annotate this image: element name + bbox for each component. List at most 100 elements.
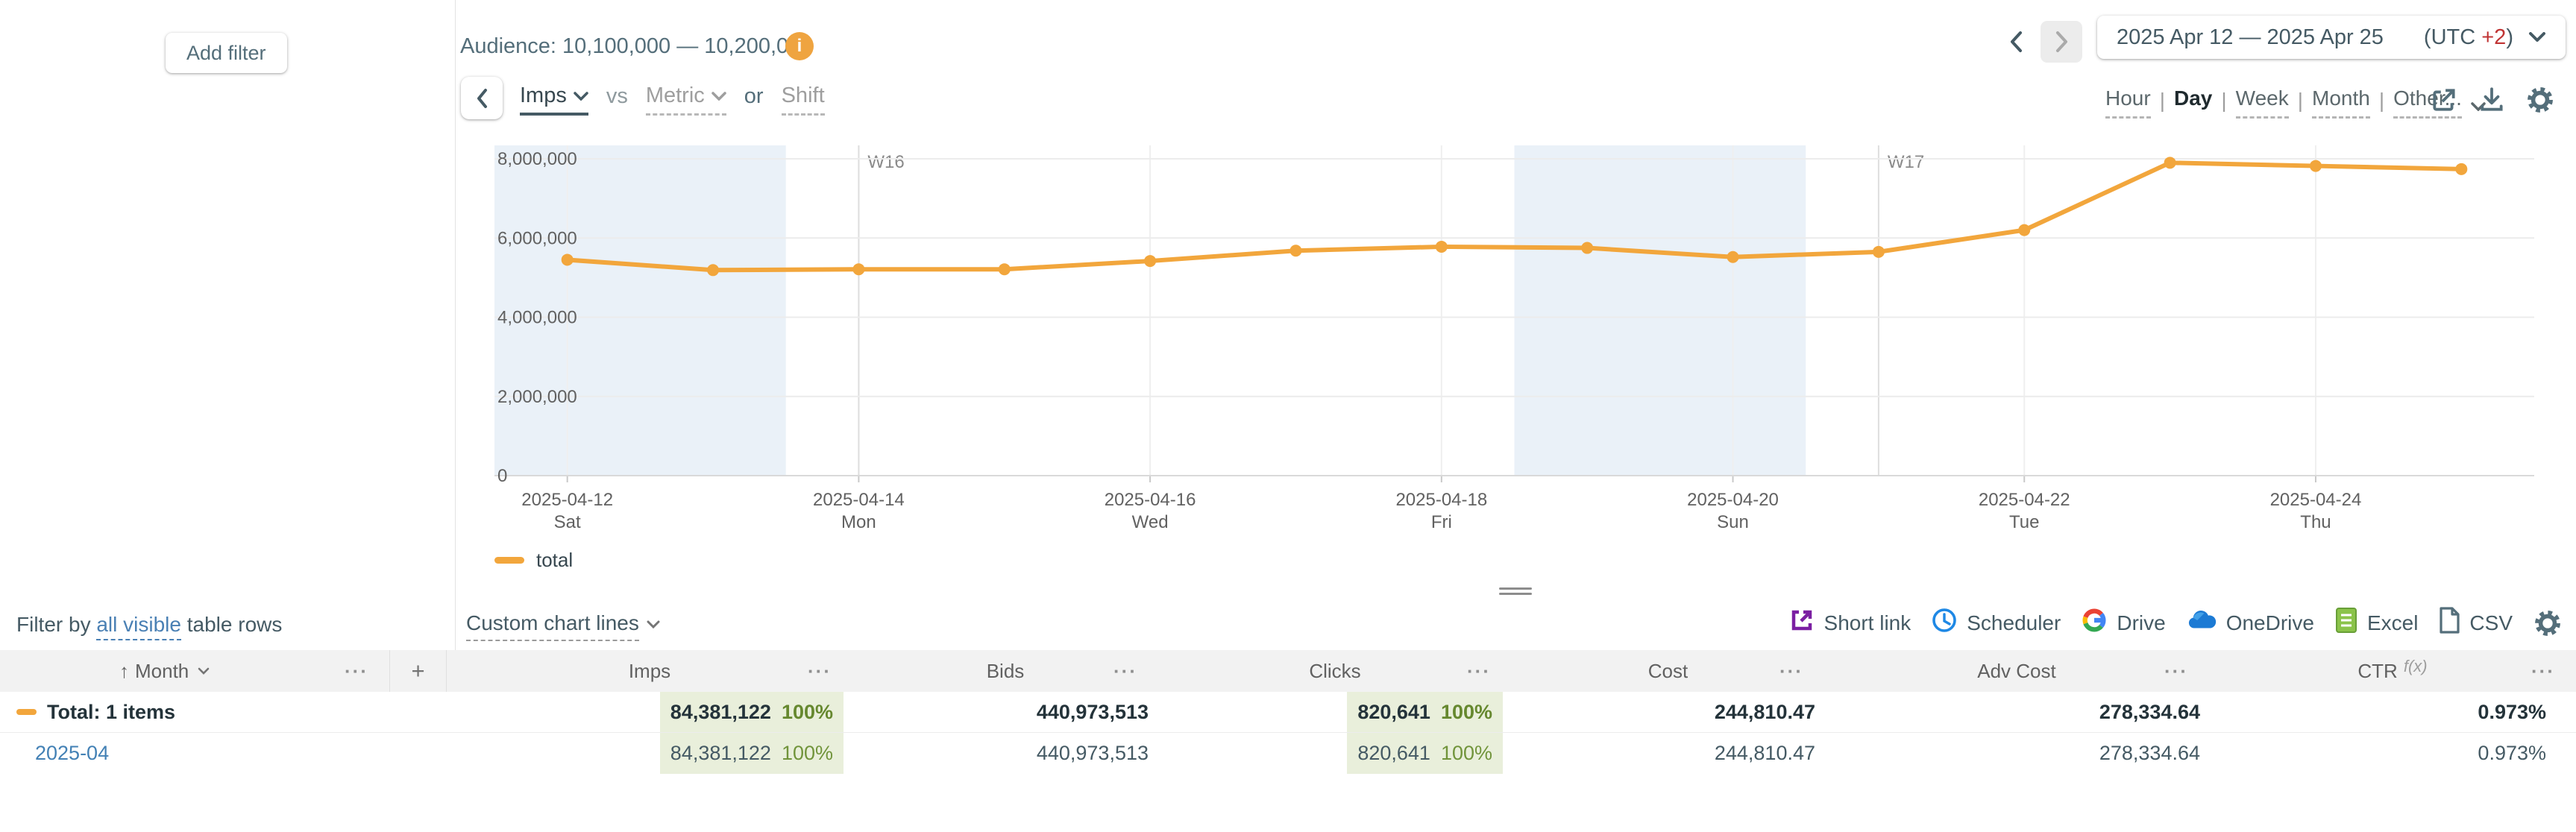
svg-text:Sun: Sun <box>1717 512 1749 532</box>
total-imps-cell: 84,381,122 100% <box>447 692 852 732</box>
csv-file-icon <box>2438 607 2460 639</box>
chart-action-icons <box>2430 82 2555 118</box>
column-header-bids[interactable]: Bids ··· <box>986 659 1137 682</box>
column-menu-icon[interactable]: ··· <box>2531 659 2555 682</box>
utc-offset: +2 <box>2481 25 2507 49</box>
audience-summary: Audience: 10,100,000 — 10,200,000 <box>460 34 813 58</box>
svg-text:Sat: Sat <box>554 512 581 532</box>
table-total-row: Total: 1 items 84,381,122 100% 440,973,51… <box>0 692 2576 733</box>
open-in-new-icon[interactable] <box>2430 86 2458 114</box>
row-cost-cell: 244,810.47 <box>1714 742 1815 764</box>
svg-text:8,000,000: 8,000,000 <box>497 149 577 169</box>
short-link-icon <box>1788 607 1815 639</box>
date-range-picker[interactable]: 2025 Apr 12 — 2025 Apr 25 (UTC +2) <box>2097 16 2566 59</box>
or-label: or <box>744 84 764 108</box>
month-link[interactable]: 2025-04 <box>35 742 110 764</box>
sort-asc-icon: ↑ <box>119 659 129 682</box>
scheduler-button[interactable]: Scheduler <box>1931 607 2061 639</box>
row-bids-cell: 440,973,513 <box>1036 742 1149 764</box>
column-header-clicks[interactable]: Clicks ··· <box>1309 659 1491 682</box>
svg-text:0: 0 <box>497 466 507 486</box>
google-drive-button[interactable]: Drive <box>2081 607 2166 639</box>
excel-icon <box>2334 607 2358 639</box>
legend-label: total <box>536 549 574 571</box>
chevron-down-icon <box>2528 32 2546 42</box>
date-prev-button[interactable] <box>1997 22 2035 61</box>
date-range-text: 2025 Apr 12 — 2025 Apr 25 <box>2117 25 2384 49</box>
settings-gear-icon[interactable] <box>2525 85 2555 115</box>
column-header-adv-cost[interactable]: Adv Cost ··· <box>1977 659 2188 682</box>
add-filter-button[interactable]: Add filter <box>166 33 287 73</box>
svg-text:Tue: Tue <box>2009 512 2039 532</box>
info-icon[interactable]: i <box>785 32 814 60</box>
column-menu-icon[interactable]: ··· <box>345 659 368 682</box>
granularity-other[interactable]: Other... <box>2393 86 2462 119</box>
total-row-label: Total: 1 items <box>47 700 176 723</box>
chevron-left-icon <box>2008 30 2023 54</box>
formula-fx-icon: f(x) <box>2403 657 2428 675</box>
svg-text:2025-04-14: 2025-04-14 <box>813 490 905 510</box>
date-next-button[interactable] <box>2041 21 2082 63</box>
chevron-down-icon <box>711 91 726 101</box>
add-column-button[interactable]: + <box>389 650 447 692</box>
utc-label: (UTC +2) <box>2423 25 2513 49</box>
onedrive-cloud-icon <box>2186 607 2217 639</box>
column-header-month[interactable]: ↑ Month ··· <box>119 659 368 682</box>
table-header-row: ↑ Month ··· + Imps ··· Bids ··· Clicks ·… <box>0 650 2576 692</box>
svg-text:2025-04-24: 2025-04-24 <box>2270 490 2362 510</box>
short-link-button[interactable]: Short link <box>1788 607 1911 639</box>
granularity-week[interactable]: Week <box>2235 86 2289 119</box>
svg-text:2,000,000: 2,000,000 <box>497 387 577 407</box>
svg-text:4,000,000: 4,000,000 <box>497 308 577 328</box>
column-menu-icon[interactable]: ··· <box>1113 659 1137 682</box>
svg-text:W17: W17 <box>1888 152 1924 172</box>
legend-swatch <box>494 557 524 564</box>
chart-back-button[interactable] <box>461 77 503 119</box>
row-ctr-cell: 0.973% <box>2478 742 2546 764</box>
column-menu-icon[interactable]: ··· <box>808 659 832 682</box>
svg-text:Fri: Fri <box>1431 512 1452 532</box>
granularity-hour[interactable]: Hour <box>2105 86 2151 119</box>
total-cost-cell: 244,810.47 <box>1714 700 1815 723</box>
column-header-cost[interactable]: Cost ··· <box>1647 659 1803 682</box>
chart-resize-handle[interactable] <box>1499 587 1532 598</box>
row-imps-cell: 84,381,122 100% <box>447 733 852 774</box>
chevron-down-icon <box>574 91 588 101</box>
row-clicks-cell: 820,641 100% <box>1158 733 1512 774</box>
export-bar: Short link Scheduler Drive OneDrive Exce… <box>1791 607 2563 639</box>
panel-divider <box>455 0 456 650</box>
granularity-month[interactable]: Month <box>2312 86 2370 119</box>
csv-export-button[interactable]: CSV <box>2438 607 2513 639</box>
legend-item-total[interactable]: total <box>494 549 573 572</box>
svg-text:2025-04-20: 2025-04-20 <box>1687 490 1779 510</box>
svg-text:W16: W16 <box>867 152 904 172</box>
column-header-imps[interactable]: Imps ··· <box>628 659 832 682</box>
filter-by-rows: Filter by all visible table rows <box>16 613 282 640</box>
clock-icon <box>1931 607 1958 639</box>
custom-chart-lines-dropdown[interactable]: Custom chart lines <box>466 611 660 641</box>
chevron-down-icon <box>198 667 210 675</box>
download-icon[interactable] <box>2478 86 2506 114</box>
svg-text:Wed: Wed <box>1132 512 1169 532</box>
column-header-ctr[interactable]: CTR f(x) ··· <box>2357 657 2555 682</box>
column-menu-icon[interactable]: ··· <box>1467 659 1491 682</box>
svg-text:2025-04-18: 2025-04-18 <box>1395 490 1487 510</box>
compare-metric-selector[interactable]: Metric <box>645 83 726 116</box>
total-clicks-cell: 820,641 100% <box>1158 692 1512 732</box>
granularity-day[interactable]: Day <box>2173 86 2213 110</box>
onedrive-button[interactable]: OneDrive <box>2186 607 2314 639</box>
total-ctr-cell: 0.973% <box>2478 700 2546 723</box>
vs-label: vs <box>606 84 628 108</box>
total-adv-cost-cell: 278,334.64 <box>2099 700 2200 723</box>
svg-text:2025-04-22: 2025-04-22 <box>1979 490 2070 510</box>
excel-export-button[interactable]: Excel <box>2334 607 2418 639</box>
shift-selector[interactable]: Shift <box>781 83 825 116</box>
column-menu-icon[interactable]: ··· <box>1779 659 1803 682</box>
table-settings-gear-icon[interactable] <box>2533 608 2563 638</box>
svg-text:Thu: Thu <box>2300 512 2331 532</box>
all-visible-link[interactable]: all visible <box>96 613 181 640</box>
primary-metric-selector[interactable]: Imps <box>520 83 588 116</box>
column-menu-icon[interactable]: ··· <box>2164 659 2188 682</box>
